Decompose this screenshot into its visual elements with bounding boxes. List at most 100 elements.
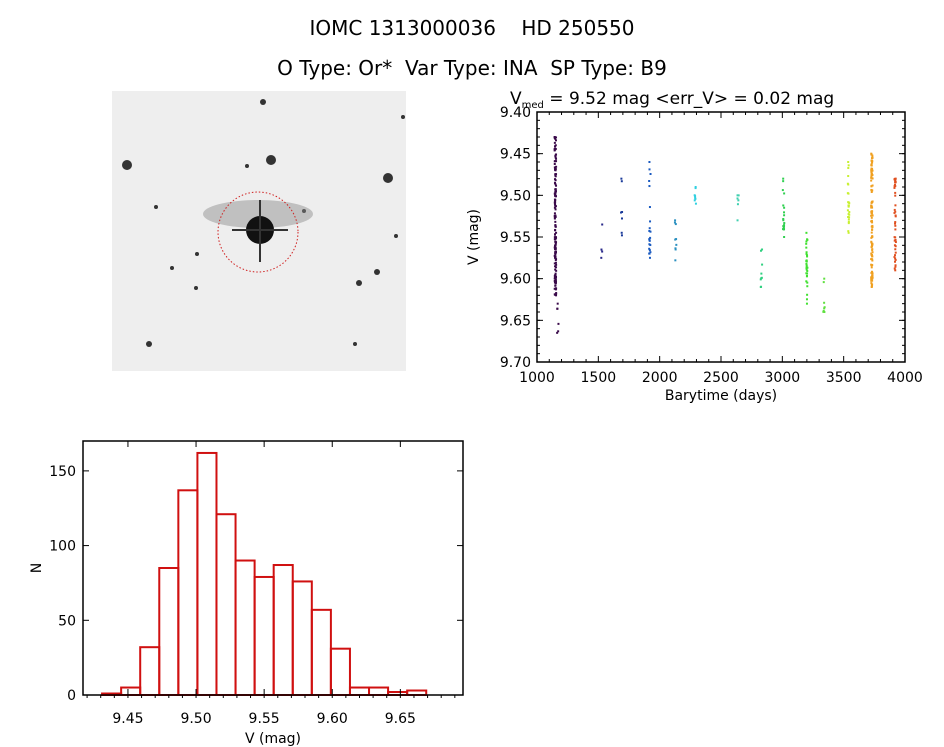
data-point <box>737 194 740 197</box>
data-point <box>555 157 558 160</box>
y-tick-label: 50 <box>58 613 76 629</box>
data-point <box>847 183 850 186</box>
data-point <box>760 285 763 288</box>
data-point <box>805 274 808 277</box>
y-tick-label: 9.45 <box>500 147 531 163</box>
data-point <box>553 262 556 265</box>
plot-frame <box>82 440 464 696</box>
data-point <box>648 247 651 250</box>
data-point <box>554 256 557 259</box>
data-point <box>620 211 623 214</box>
data-point <box>554 272 557 275</box>
data-point <box>870 176 873 179</box>
data-point <box>870 282 873 285</box>
data-point <box>870 240 873 243</box>
data-point <box>553 178 556 181</box>
y-axis-label: V (mag) <box>466 209 482 265</box>
data-point <box>871 275 874 278</box>
data-point <box>871 221 874 224</box>
data-point <box>781 189 784 192</box>
data-point <box>871 251 874 254</box>
data-point <box>782 180 785 183</box>
data-point <box>620 217 623 220</box>
data-point <box>760 272 763 275</box>
data-point <box>674 247 677 250</box>
data-point <box>554 195 557 198</box>
data-point <box>649 220 652 223</box>
data-point <box>553 145 556 148</box>
data-point <box>553 202 556 205</box>
data-point <box>553 254 556 257</box>
histogram-bar <box>272 564 294 697</box>
data-point <box>553 293 556 296</box>
data-point <box>870 164 873 167</box>
data-point <box>893 260 896 263</box>
data-point <box>694 187 697 190</box>
data-point <box>847 167 850 170</box>
data-point <box>555 160 558 163</box>
x-tick-label: 2000 <box>642 370 678 386</box>
lightcurve-plot: 1000 1500 2000 2500 3000 3500 4000 9.40 9.45 9.50… <box>466 89 923 404</box>
data-point <box>871 274 874 277</box>
data-point <box>806 255 809 258</box>
data-point <box>893 267 896 270</box>
data-point <box>806 238 809 241</box>
data-point <box>894 204 897 207</box>
data-point <box>870 170 873 173</box>
data-point <box>893 236 896 239</box>
data-point <box>870 266 873 269</box>
data-point <box>554 205 557 208</box>
data-point <box>894 221 897 224</box>
y-tick-label: 9.50 <box>500 188 531 204</box>
data-point <box>555 184 558 187</box>
data-point <box>871 272 874 275</box>
star <box>194 286 198 290</box>
data-point <box>648 238 651 241</box>
x-tick-label: 1500 <box>581 370 617 386</box>
data-point <box>848 216 851 219</box>
data-point <box>823 277 826 280</box>
data-point <box>894 185 897 188</box>
data-point <box>554 168 557 171</box>
histogram-bar <box>329 647 351 697</box>
data-point <box>894 222 897 225</box>
data-point <box>554 225 557 228</box>
data-point <box>894 181 897 184</box>
data-point <box>760 276 763 279</box>
data-point <box>894 241 897 244</box>
star <box>401 115 405 119</box>
data-point <box>554 259 557 262</box>
data-point <box>553 287 556 290</box>
data-point <box>871 225 874 228</box>
data-point <box>554 248 557 251</box>
data-point <box>554 200 557 203</box>
title-v: V <box>510 89 522 109</box>
data-point <box>554 220 557 223</box>
data-point <box>805 242 808 245</box>
data-point <box>870 175 873 178</box>
data-point <box>648 179 651 182</box>
data-point <box>870 285 873 288</box>
data-point <box>554 193 557 196</box>
title-sub: med <box>522 100 544 111</box>
data-point <box>893 178 896 181</box>
data-point <box>553 233 556 236</box>
data-point <box>805 265 808 268</box>
x-tick-label: 9.60 <box>317 711 348 727</box>
data-point <box>871 277 874 280</box>
star <box>122 160 132 170</box>
data-point <box>870 236 873 239</box>
data-point <box>554 261 557 264</box>
data-point <box>871 243 874 246</box>
histogram-bar <box>158 567 180 696</box>
data-point <box>601 250 604 253</box>
data-point <box>870 216 873 219</box>
data-point <box>554 214 557 217</box>
data-point <box>554 179 557 182</box>
y-tick-label: 0 <box>67 688 76 704</box>
data-point <box>847 175 850 178</box>
star <box>353 342 357 346</box>
data-point <box>847 218 850 221</box>
data-point <box>759 249 762 252</box>
y-tick-label: 9.40 <box>500 105 531 121</box>
